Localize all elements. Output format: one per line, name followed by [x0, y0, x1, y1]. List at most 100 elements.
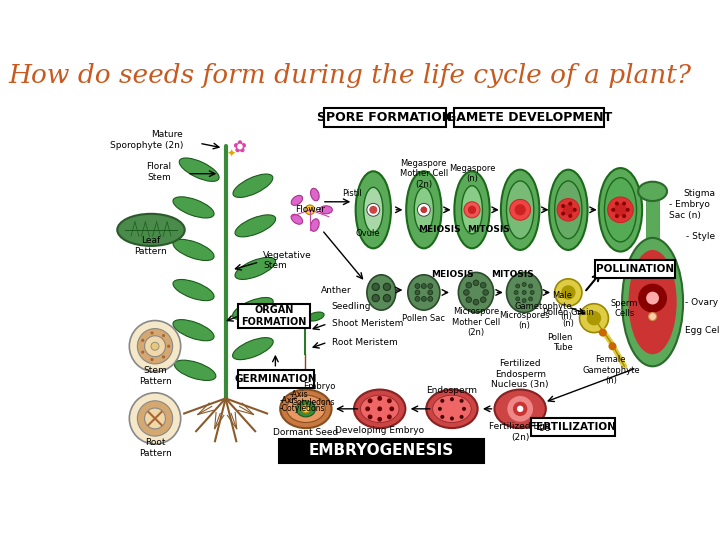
Text: MITOSIS: MITOSIS — [467, 225, 510, 234]
Circle shape — [572, 208, 577, 212]
Circle shape — [608, 342, 616, 350]
Circle shape — [608, 197, 634, 222]
Circle shape — [145, 336, 166, 357]
Circle shape — [441, 399, 444, 403]
Circle shape — [522, 282, 526, 286]
Text: Pollen
Tube: Pollen Tube — [547, 333, 572, 352]
Circle shape — [367, 204, 379, 216]
Circle shape — [365, 407, 370, 411]
Text: Egg Cell: Egg Cell — [685, 326, 720, 335]
Circle shape — [515, 204, 526, 215]
Bar — [323, 108, 446, 127]
Circle shape — [483, 289, 488, 295]
Text: Leaf
Pattern: Leaf Pattern — [135, 236, 167, 255]
Ellipse shape — [235, 215, 276, 237]
Circle shape — [372, 294, 379, 302]
Circle shape — [468, 206, 476, 214]
Circle shape — [568, 202, 572, 206]
Text: Male
Gametophyte
(n): Male Gametophyte (n) — [515, 291, 572, 321]
Text: ✦: ✦ — [227, 148, 236, 159]
Ellipse shape — [173, 320, 214, 341]
Circle shape — [568, 214, 572, 218]
Circle shape — [615, 214, 619, 218]
Ellipse shape — [622, 238, 683, 366]
Circle shape — [622, 201, 626, 206]
Ellipse shape — [280, 389, 332, 428]
Text: Seedling: Seedling — [332, 302, 371, 312]
Circle shape — [150, 358, 153, 361]
Circle shape — [138, 401, 173, 436]
Circle shape — [516, 205, 525, 214]
Circle shape — [387, 415, 392, 419]
Ellipse shape — [506, 181, 534, 239]
Circle shape — [615, 201, 619, 206]
Text: Embryo: Embryo — [303, 382, 336, 391]
Circle shape — [464, 202, 480, 218]
Circle shape — [516, 297, 520, 301]
Circle shape — [587, 311, 601, 326]
Circle shape — [480, 297, 486, 302]
Text: Fertilized Egg
(2n): Fertilized Egg (2n) — [490, 422, 551, 442]
Circle shape — [369, 206, 377, 214]
Text: Fertilized
Endosperm
Nucleus (3n): Fertilized Endosperm Nucleus (3n) — [492, 360, 549, 389]
Text: ✿: ✿ — [233, 139, 246, 157]
Text: Pollen Sac: Pollen Sac — [402, 314, 446, 323]
Bar — [279, 438, 484, 463]
Ellipse shape — [599, 168, 642, 252]
Circle shape — [370, 207, 377, 213]
Circle shape — [167, 345, 170, 348]
Circle shape — [530, 291, 534, 294]
Circle shape — [528, 284, 533, 288]
Circle shape — [466, 297, 472, 302]
Bar — [238, 303, 310, 328]
Circle shape — [383, 284, 390, 291]
Circle shape — [151, 342, 159, 350]
Ellipse shape — [462, 186, 482, 234]
Text: MEIOSIS: MEIOSIS — [431, 269, 473, 279]
Circle shape — [421, 296, 426, 301]
Text: MITOSIS: MITOSIS — [491, 269, 534, 279]
Ellipse shape — [310, 188, 319, 201]
Ellipse shape — [459, 272, 494, 313]
Circle shape — [459, 399, 464, 403]
Text: Dormant Seed: Dormant Seed — [274, 428, 338, 437]
Circle shape — [377, 417, 382, 422]
Text: Megaspore
Mother Cell
(2n): Megaspore Mother Cell (2n) — [400, 159, 448, 188]
Circle shape — [473, 280, 479, 286]
Circle shape — [145, 408, 166, 429]
Text: MEIOSIS: MEIOSIS — [418, 225, 462, 234]
Circle shape — [468, 206, 476, 214]
Circle shape — [599, 328, 607, 336]
Circle shape — [428, 290, 433, 295]
Circle shape — [516, 284, 520, 288]
Ellipse shape — [173, 280, 214, 301]
Circle shape — [554, 279, 582, 306]
Circle shape — [561, 212, 565, 215]
Text: Microspore
Mother Cell
(2n): Microspore Mother Cell (2n) — [452, 307, 500, 337]
Ellipse shape — [406, 171, 441, 248]
Circle shape — [466, 282, 472, 288]
Text: Pollen Grain
(n): Pollen Grain (n) — [543, 308, 594, 328]
Circle shape — [563, 204, 574, 215]
Text: Stem
Pattern: Stem Pattern — [139, 366, 171, 386]
Ellipse shape — [173, 197, 214, 218]
Ellipse shape — [354, 389, 405, 428]
Text: Flower: Flower — [295, 205, 325, 214]
Circle shape — [649, 313, 657, 321]
Circle shape — [614, 204, 627, 216]
Text: ORGAN
FORMATION: ORGAN FORMATION — [241, 305, 307, 327]
Ellipse shape — [408, 275, 440, 310]
Text: - Style: - Style — [686, 232, 716, 241]
Ellipse shape — [179, 158, 219, 181]
Circle shape — [528, 297, 533, 301]
Circle shape — [480, 282, 486, 288]
Circle shape — [377, 396, 382, 401]
Ellipse shape — [296, 401, 315, 417]
Circle shape — [387, 399, 392, 403]
Circle shape — [557, 199, 580, 221]
Circle shape — [162, 334, 165, 337]
Text: GAMETE DEVELOPMENT: GAMETE DEVELOPMENT — [446, 111, 612, 124]
Circle shape — [383, 294, 390, 302]
Circle shape — [418, 204, 431, 216]
Text: -Axis: -Axis — [290, 390, 308, 399]
